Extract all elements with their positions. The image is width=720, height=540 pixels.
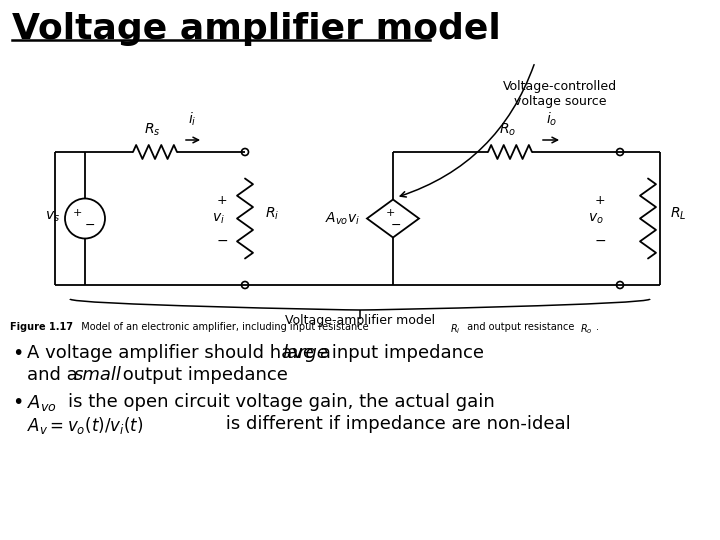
Text: Voltage-amplifier model: Voltage-amplifier model <box>285 314 435 327</box>
Text: −: − <box>594 233 606 247</box>
Text: +: + <box>72 207 81 218</box>
Text: $v_o$: $v_o$ <box>588 211 604 226</box>
Text: +: + <box>385 207 395 218</box>
Text: $R_o$: $R_o$ <box>500 122 516 138</box>
Text: $R_o$: $R_o$ <box>580 322 593 336</box>
Text: $i_o$: $i_o$ <box>546 111 558 128</box>
Text: •: • <box>12 393 23 412</box>
Text: and output resistance: and output resistance <box>464 322 577 332</box>
Text: −: − <box>391 219 401 232</box>
Text: $v_s$: $v_s$ <box>45 210 60 224</box>
Text: •: • <box>12 344 23 363</box>
Text: Model of an electronic amplifier, including input resistance: Model of an electronic amplifier, includ… <box>75 322 372 332</box>
Text: +: + <box>217 194 228 207</box>
Text: Voltage amplifier model: Voltage amplifier model <box>12 12 500 46</box>
Text: Figure 1.17: Figure 1.17 <box>10 322 73 332</box>
Text: +: + <box>595 194 606 207</box>
Text: $A_v = v_o(t)/v_i(t)$: $A_v = v_o(t)/v_i(t)$ <box>27 415 143 436</box>
Text: $v_i$: $v_i$ <box>212 211 225 226</box>
Text: $A_{vo}$: $A_{vo}$ <box>27 393 57 413</box>
Text: $i_i$: $i_i$ <box>188 111 197 128</box>
Text: input impedance: input impedance <box>326 344 484 362</box>
Text: $R_i$: $R_i$ <box>450 322 461 336</box>
Text: A voltage amplifier should have a: A voltage amplifier should have a <box>27 344 337 362</box>
Text: Voltage-controlled
voltage source: Voltage-controlled voltage source <box>503 80 617 108</box>
Text: $R_s$: $R_s$ <box>144 122 161 138</box>
Text: large: large <box>282 344 328 362</box>
Text: output impedance: output impedance <box>117 366 288 384</box>
Text: −: − <box>85 219 95 232</box>
Text: .: . <box>596 322 599 332</box>
Text: and a: and a <box>27 366 84 384</box>
Text: is the open circuit voltage gain, the actual gain: is the open circuit voltage gain, the ac… <box>68 393 495 411</box>
Text: $R_i$: $R_i$ <box>265 205 279 222</box>
Text: small: small <box>74 366 122 384</box>
Text: $A_{vo}v_i$: $A_{vo}v_i$ <box>325 210 361 227</box>
Text: is different if impedance are non-ideal: is different if impedance are non-ideal <box>220 415 571 433</box>
Text: −: − <box>216 233 228 247</box>
Text: $R_L$: $R_L$ <box>670 205 686 222</box>
